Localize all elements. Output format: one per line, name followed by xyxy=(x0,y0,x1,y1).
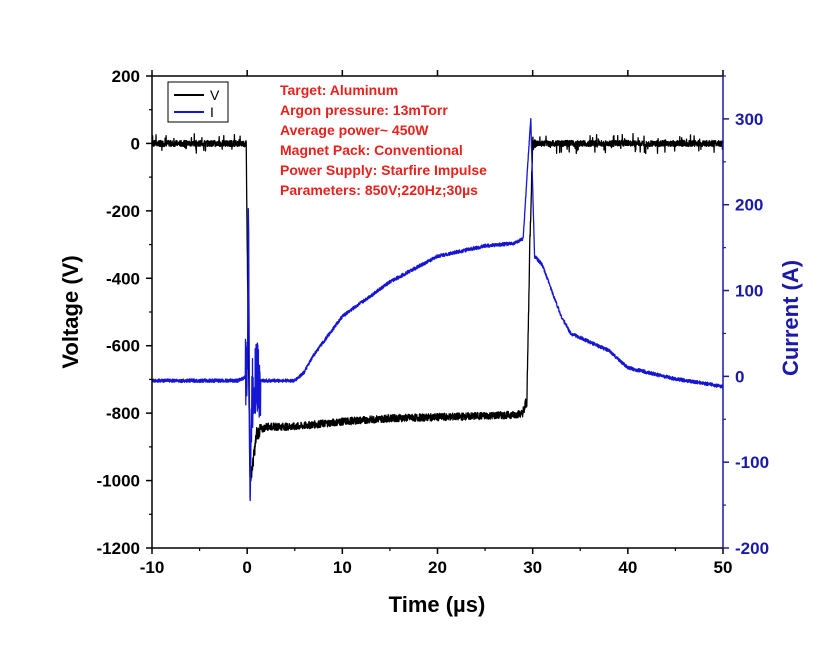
y2-tick-label: 300 xyxy=(735,110,763,129)
y2-tick-label: 200 xyxy=(735,196,763,215)
y-tick-label: 0 xyxy=(131,134,140,153)
annotation-block: Target: Aluminum Argon pressure: 13mTorr… xyxy=(280,82,487,198)
y-tick-label: -400 xyxy=(106,269,140,288)
y-tick-label: -800 xyxy=(106,404,140,423)
annotation-pressure: Argon pressure: 13mTorr xyxy=(280,102,448,118)
plot-area xyxy=(151,117,724,502)
y-tick-label: -1200 xyxy=(97,539,140,558)
legend-label-i: I xyxy=(210,104,214,120)
y-tick-label: 200 xyxy=(112,67,140,86)
y-tick-label: -600 xyxy=(106,337,140,356)
y-tick-label: -1000 xyxy=(97,472,140,491)
annotation-supply: Power Supply: Starfire Impulse xyxy=(280,162,487,178)
y2-tick-label: 0 xyxy=(735,367,744,386)
annotation-target: Target: Aluminum xyxy=(280,82,398,98)
series-line-v xyxy=(151,132,724,482)
annotation-parameters: Parameters: 850V;220Hz;30µs xyxy=(280,182,478,198)
x-tick-label: 10 xyxy=(333,558,352,577)
x-tick-label: -10 xyxy=(140,558,165,577)
x-tick-label: 40 xyxy=(618,558,637,577)
legend-box xyxy=(167,81,229,123)
axes: -10 0 10 20 30 40 502000-200-400-600-800-1000-… xyxy=(97,67,770,577)
annotation-magnet: Magnet Pack: Conventional xyxy=(280,142,463,158)
y2-tick-label: 100 xyxy=(735,282,763,301)
annotation-power: Average power~ 450W xyxy=(280,122,429,138)
x-tick-label: 20 xyxy=(428,558,447,577)
series-line-i xyxy=(151,117,724,502)
x-tick-label: 50 xyxy=(714,558,733,577)
legend-label-v: V xyxy=(210,87,220,103)
y2-axis-title: Current (A) xyxy=(778,260,803,376)
x-tick-label: 0 xyxy=(242,558,251,577)
y-tick-label: -200 xyxy=(106,202,140,221)
y2-tick-label: -200 xyxy=(735,539,769,558)
x-axis-title: Time (µs) xyxy=(389,592,486,617)
x-tick-label: 30 xyxy=(523,558,542,577)
legend: V I xyxy=(167,81,229,123)
y2-tick-label: -100 xyxy=(735,453,769,472)
y-axis-title: Voltage (V) xyxy=(58,255,83,368)
